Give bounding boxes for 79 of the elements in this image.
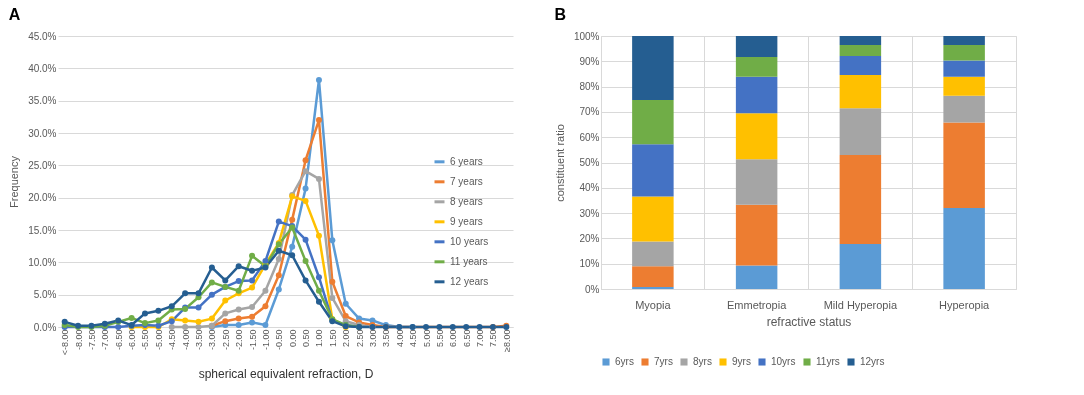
x-tick-label: 6.50: [461, 329, 472, 348]
y-tick-label: 100%: [573, 30, 600, 42]
legend-label: 9yrs: [732, 356, 751, 367]
x-tick-label: -8.00: [73, 329, 84, 351]
x-axis-title: refractive status: [766, 314, 852, 329]
x-tick-label: 3.50: [381, 329, 392, 348]
x-tick-label: -2.50: [220, 329, 231, 351]
x-tick-label: -1.50: [247, 329, 258, 351]
y-tick-label: 60%: [579, 131, 600, 143]
x-tick-label: -5.50: [140, 329, 151, 351]
x-tick-label: 0.50: [301, 329, 312, 348]
x-tick-label: -6.00: [127, 329, 138, 351]
x-tick-label: -6.50: [113, 329, 124, 351]
x-tick-label: Emmetropia: [726, 298, 788, 311]
x-tick-label: 2.00: [341, 329, 352, 348]
x-tick-label: Myopia: [635, 298, 672, 311]
legend-label: 9 years: [450, 215, 483, 227]
y-tick-label: 20%: [579, 232, 600, 244]
y-tick-label: 0%: [585, 283, 600, 295]
chart-title: A: [8, 6, 21, 23]
x-tick-label: 4.50: [408, 329, 419, 348]
legend-label: 10yrs: [771, 356, 796, 367]
x-tick-label: -7.50: [86, 329, 97, 351]
y-axis-title: Frequency: [8, 155, 21, 208]
x-tick-label: -5.00: [153, 329, 164, 351]
x-tick-label: -3.50: [194, 329, 205, 351]
x-tick-label: 7.00: [475, 329, 486, 348]
y-tick-label: 70%: [579, 106, 600, 118]
y-tick-label: 20.0%: [28, 192, 57, 204]
y-tick-label: 50%: [579, 157, 600, 168]
legend-label: 6yrs: [615, 356, 634, 367]
x-axis-title: spherical equivalent refraction, D: [198, 367, 374, 382]
y-tick-label: 45.0%: [28, 30, 57, 42]
x-tick-label: 1.00: [314, 329, 325, 348]
legend-label: 11 years: [450, 255, 488, 267]
y-tick-label: 30.0%: [28, 127, 57, 139]
y-tick-label: 15.0%: [28, 224, 57, 236]
x-tick-label: 4.00: [394, 329, 405, 348]
legend-label: 12yrs: [860, 356, 885, 367]
x-tick-label: 5.00: [421, 329, 432, 348]
y-tick-label: 90%: [579, 55, 600, 67]
legend-label: 7yrs: [654, 356, 673, 367]
x-tick-label: -2.00: [234, 329, 245, 351]
y-tick-label: 5.0%: [33, 289, 57, 301]
y-tick-label: 10.0%: [28, 256, 57, 268]
x-tick-label: -1.00: [260, 329, 271, 351]
y-tick-label: 25.0%: [28, 159, 57, 171]
legend-label: 6 years: [450, 155, 483, 167]
x-tick-label: 7.50: [488, 329, 499, 348]
x-tick-label: -4.00: [180, 329, 191, 351]
legend-label: 8yrs: [693, 356, 712, 367]
chart-title: B: [554, 6, 566, 23]
x-tick-label: 3.00: [367, 329, 378, 348]
x-tick-label: <-8.00: [60, 329, 71, 356]
x-tick-label: Mild Hyperopia: [823, 298, 898, 311]
legend-label: 8 years: [450, 195, 483, 207]
x-tick-label: -0.50: [274, 329, 285, 351]
x-tick-label: 0.00: [287, 329, 298, 348]
y-tick-label: 40.0%: [28, 62, 57, 74]
x-tick-label: ≥8.00: [501, 329, 512, 352]
y-tick-label: 10%: [579, 258, 600, 270]
x-tick-label: -3.00: [207, 329, 218, 351]
y-tick-label: 40%: [579, 182, 600, 194]
x-tick-label: 2.50: [354, 329, 365, 348]
y-tick-label: 35.0%: [28, 95, 57, 107]
x-tick-label: 6.00: [448, 329, 459, 348]
legend-label: 11yrs: [816, 356, 840, 367]
x-tick-label: -7.00: [100, 329, 111, 351]
legend-label: 12 years: [450, 275, 489, 287]
legend-label: 10 years: [450, 235, 489, 247]
y-tick-label: 30%: [579, 207, 600, 219]
legend-label: 7 years: [450, 175, 483, 187]
y-axis-title: constituent ratio: [553, 124, 566, 202]
x-tick-label: -4.50: [167, 329, 178, 351]
x-tick-label: 5.50: [434, 329, 445, 348]
x-tick-label: 1.50: [327, 329, 338, 348]
y-tick-label: 80%: [579, 81, 600, 93]
y-tick-label: 0.0%: [33, 321, 57, 333]
x-tick-label: Hyperopia: [939, 298, 991, 311]
